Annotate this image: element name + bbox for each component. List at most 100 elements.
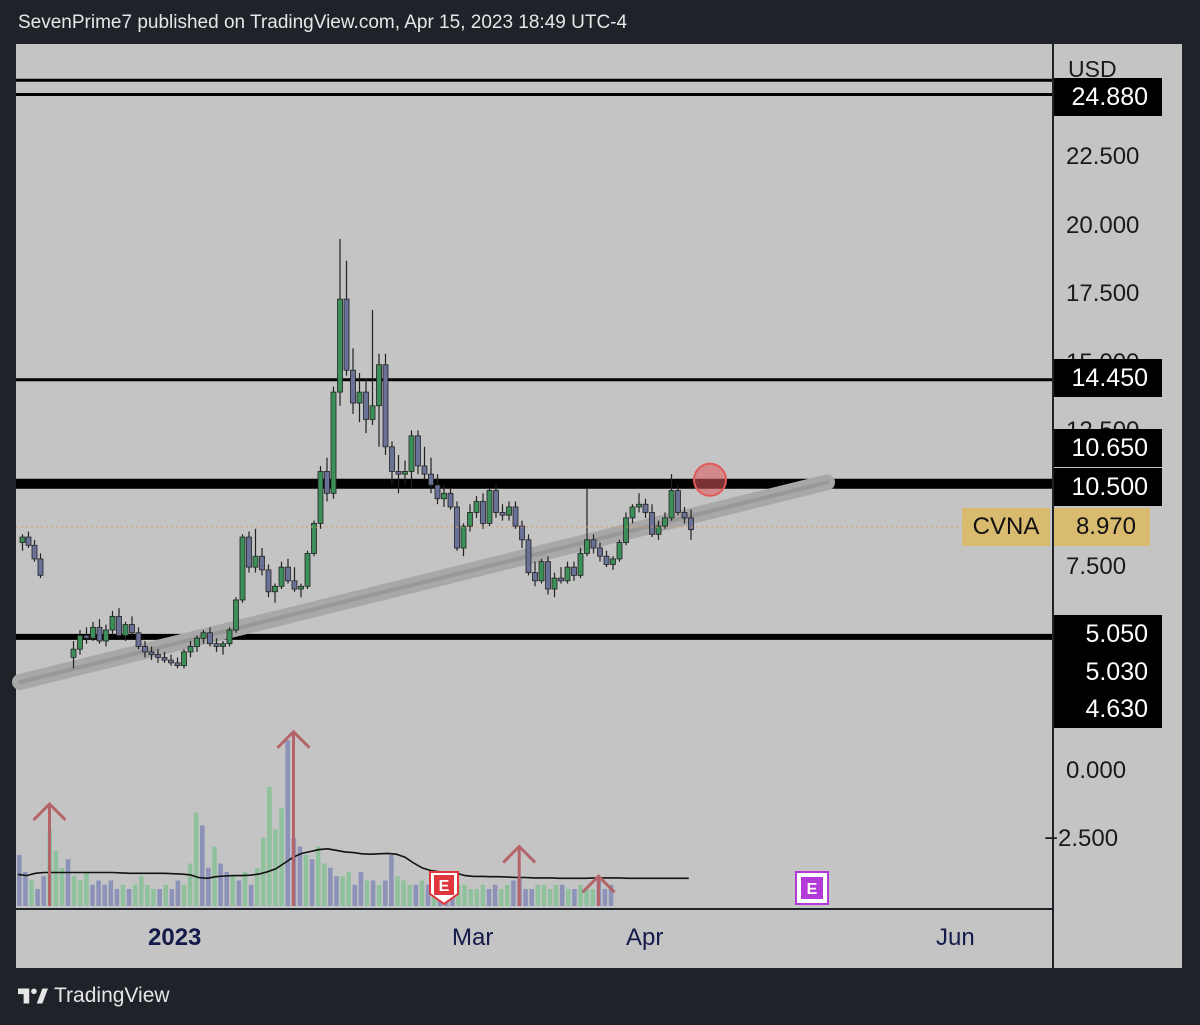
volume-bar xyxy=(114,889,120,906)
y-tick-label: 7.500 xyxy=(1066,553,1127,580)
volume-bar xyxy=(602,889,608,906)
candle-body xyxy=(161,656,168,661)
volume-bar xyxy=(29,880,34,906)
chart-area[interactable] xyxy=(16,44,1182,968)
volume-bar xyxy=(309,859,315,906)
volume-bar xyxy=(486,889,492,906)
price-axis-divider xyxy=(1052,44,1054,968)
candle-body xyxy=(616,542,623,560)
time-axis-divider xyxy=(16,908,1052,910)
x-tick-label: 2023 xyxy=(148,924,202,951)
candle-body xyxy=(493,490,499,513)
candle-body xyxy=(486,490,493,524)
candle-body xyxy=(681,512,688,519)
candle-body xyxy=(19,536,26,543)
volume-bar xyxy=(224,872,229,906)
candle-body xyxy=(103,629,109,642)
volume-bar xyxy=(175,880,181,906)
candle-body xyxy=(369,405,376,420)
volume-bar xyxy=(169,889,175,906)
x-tick-label: Mar xyxy=(452,924,494,951)
volume-bar xyxy=(395,876,400,906)
candle-body xyxy=(77,635,83,650)
volume-bar xyxy=(126,889,132,906)
candle-body xyxy=(220,643,226,647)
candle-body xyxy=(311,522,317,554)
candle-body xyxy=(168,659,174,664)
candle-body xyxy=(337,298,343,393)
volume-bar xyxy=(608,884,614,906)
level-label-24880: 24.880 xyxy=(1054,78,1162,116)
volume-bar xyxy=(584,889,589,906)
candle-body xyxy=(259,555,265,571)
volume-bar xyxy=(553,884,559,906)
volume-bar xyxy=(236,880,242,906)
publisher-info: SevenPrime7 published on TradingView.com… xyxy=(18,12,628,33)
candle-body xyxy=(252,555,259,568)
level-label-10500: 10.500 xyxy=(1054,468,1162,506)
candle-body xyxy=(447,492,454,508)
candle-body xyxy=(512,506,519,527)
volume-bar xyxy=(139,876,144,906)
candle-body xyxy=(642,503,649,513)
candle-body xyxy=(532,572,538,582)
volume-bar xyxy=(498,889,504,906)
volume-bar xyxy=(303,855,309,906)
candle-body xyxy=(343,298,350,371)
rejection-circle-marker xyxy=(693,462,727,497)
volume-bar xyxy=(90,884,95,906)
candle-body xyxy=(668,490,675,519)
candle-body xyxy=(376,364,382,407)
candle-body xyxy=(688,517,694,531)
candle-body xyxy=(473,501,480,513)
volume-bar xyxy=(261,838,266,906)
candle-body xyxy=(623,517,629,543)
volume-bar xyxy=(474,889,480,906)
candle-body xyxy=(460,525,467,549)
candle-body xyxy=(174,662,181,666)
volume-bar xyxy=(41,876,46,906)
volume-bar xyxy=(297,846,303,906)
volume-arrow-head xyxy=(581,874,616,894)
volume-bar xyxy=(456,884,461,906)
volume-bar xyxy=(541,884,547,906)
candle-body xyxy=(213,643,220,647)
volume-bar xyxy=(65,859,71,906)
volume-arrow-head xyxy=(32,801,67,822)
candle-body xyxy=(655,525,662,535)
candle-body xyxy=(441,492,447,500)
volume-bar xyxy=(559,884,565,906)
volume-bar xyxy=(511,880,516,906)
volume-bar xyxy=(370,880,376,906)
y-tick-label: 20.000 xyxy=(1066,212,1140,239)
candle-body xyxy=(636,503,642,508)
volume-bar xyxy=(59,867,65,906)
footer: TradingView xyxy=(18,984,170,1008)
candle-body xyxy=(571,566,577,576)
volume-bar xyxy=(547,889,553,906)
candle-body xyxy=(363,391,369,420)
candle-body xyxy=(239,536,246,601)
volume-bar xyxy=(200,825,205,906)
candle-body xyxy=(31,544,38,560)
level-label-10650: 10.650 xyxy=(1054,429,1162,467)
level-label-14450: 14.450 xyxy=(1054,359,1162,397)
volume-bar xyxy=(572,889,577,906)
volume-bar xyxy=(462,884,467,906)
candle-body xyxy=(415,435,421,467)
volume-bar xyxy=(102,884,107,906)
candle-body xyxy=(480,501,486,524)
y-tick-label: 17.500 xyxy=(1066,280,1140,307)
volume-bar xyxy=(401,880,406,906)
volume-arrow-head xyxy=(502,844,537,864)
candle-body xyxy=(233,599,239,631)
candle-body xyxy=(382,364,389,448)
candle-body xyxy=(408,435,415,472)
volume-bar xyxy=(17,855,22,906)
volume-bar xyxy=(383,880,388,906)
volume-bar xyxy=(218,863,223,906)
volume-bar xyxy=(193,812,199,906)
volume-bar xyxy=(492,884,498,906)
volume-bar xyxy=(145,884,150,906)
